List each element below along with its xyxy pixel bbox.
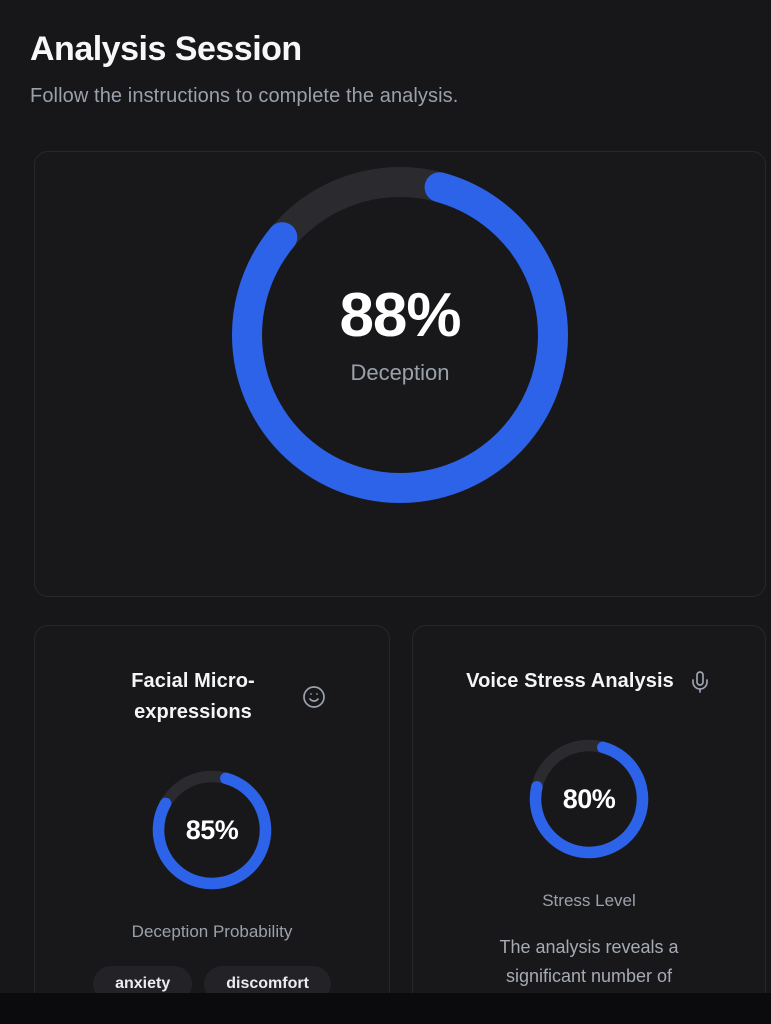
- gauge-progress-arc: [232, 167, 568, 503]
- deception-percent-value: 88%: [339, 280, 461, 350]
- voice-description: The analysis reveals a significant numbe…: [499, 937, 679, 986]
- deception-gauge: 88% Deception: [230, 165, 570, 505]
- voice-gauge-label: Stress Level: [542, 891, 636, 910]
- deception-gauge-label: Deception: [350, 359, 450, 385]
- facial-gauge-label: Deception Probability: [131, 922, 293, 941]
- facial-percent-value: 85%: [185, 814, 239, 845]
- deception-gauge-card: 88% Deception: [34, 151, 766, 597]
- voice-stress-analysis-card: Voice Stress Analysis: [412, 625, 766, 1024]
- smile-icon: [302, 685, 326, 709]
- page-title: Analysis Session: [30, 30, 302, 68]
- voice-percent-value: 80%: [562, 783, 616, 814]
- facial-gauge: 85%: [152, 770, 272, 890]
- facial-micro-expressions-card: Facial Micro-expressions: [34, 625, 390, 1024]
- mic-icon: [688, 670, 712, 694]
- voice-gauge: 80%: [529, 739, 649, 859]
- facial-card-title: Facial Micro-expressions: [131, 670, 255, 723]
- bottom-cutoff-bar: [0, 993, 771, 1024]
- voice-card-title: Voice Stress Analysis: [466, 670, 674, 692]
- cards-container: 88% Deception Facial Micro-expressions: [34, 151, 766, 1024]
- gauge-progress-arc: [529, 739, 649, 859]
- gauge-progress-arc: [152, 770, 272, 890]
- page-subtitle: Follow the instructions to complete the …: [30, 85, 459, 107]
- analysis-cards-row: Facial Micro-expressions: [34, 625, 766, 1024]
